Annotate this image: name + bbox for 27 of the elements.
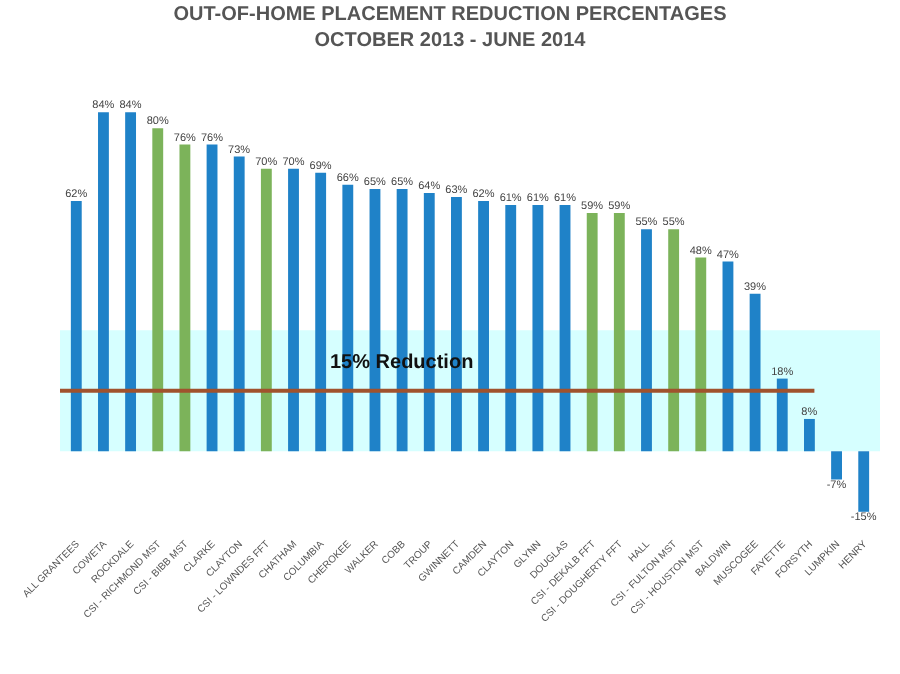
bar bbox=[179, 144, 191, 452]
chart-subtitle: OCTOBER 2013 - JUNE 2014 bbox=[314, 30, 587, 53]
bar bbox=[260, 168, 272, 452]
bar bbox=[586, 213, 598, 452]
bar bbox=[532, 205, 544, 452]
bar bbox=[803, 418, 815, 452]
bar bbox=[668, 229, 680, 452]
bar bbox=[478, 201, 489, 452]
bar bbox=[831, 451, 842, 480]
bar bbox=[559, 205, 571, 452]
bar bbox=[641, 229, 652, 452]
bar bbox=[776, 378, 788, 452]
bar bbox=[233, 156, 245, 452]
bar bbox=[315, 172, 327, 452]
bar bbox=[288, 168, 299, 452]
bar bbox=[613, 213, 625, 452]
bar bbox=[749, 293, 761, 452]
bar bbox=[695, 257, 707, 452]
bar bbox=[98, 112, 109, 452]
bar bbox=[858, 451, 870, 512]
chart-title: OUT-OF-HOME PLACEMENT REDUCTION PERCENTAGES bbox=[173, 4, 728, 27]
bar bbox=[722, 261, 734, 452]
bar bbox=[125, 112, 137, 452]
bar bbox=[505, 205, 517, 452]
bar bbox=[152, 128, 164, 452]
bar bbox=[70, 201, 82, 452]
bar bbox=[206, 144, 218, 452]
